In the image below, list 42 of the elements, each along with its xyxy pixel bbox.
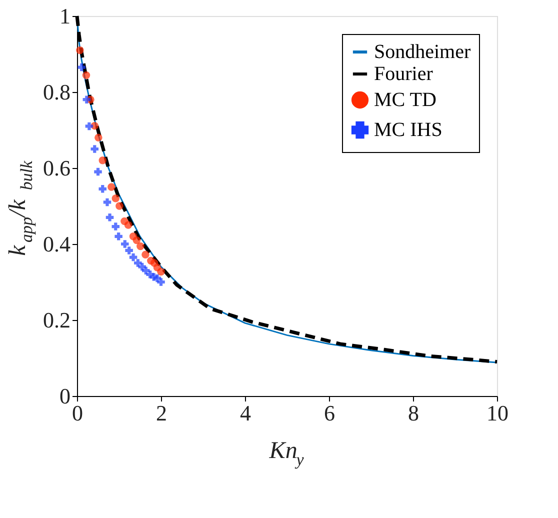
point	[103, 198, 112, 206]
legend-label: Fourier	[374, 63, 434, 85]
legend-label: MC IHS	[374, 119, 442, 141]
x-tick-label: 4	[240, 400, 251, 426]
point	[82, 96, 91, 104]
point	[82, 71, 90, 80]
point	[90, 145, 99, 153]
point	[94, 134, 102, 142]
y-axis-title: kapp/kbulk	[5, 160, 36, 256]
point	[132, 236, 141, 244]
y-tick-label: 0.4	[43, 232, 70, 256]
point	[125, 246, 133, 254]
point	[112, 194, 120, 202]
point	[116, 202, 124, 210]
point	[94, 168, 102, 176]
point	[157, 278, 165, 286]
point	[136, 242, 144, 250]
point	[124, 221, 132, 229]
point	[142, 250, 150, 259]
point	[129, 253, 138, 262]
x-tick-label: 10	[486, 400, 508, 426]
y-tick-label: 1	[60, 4, 70, 28]
point	[98, 156, 106, 164]
legend-label: MC TD	[374, 89, 436, 111]
point	[114, 232, 122, 240]
y-tick-label: 0.2	[43, 308, 70, 332]
point	[112, 222, 120, 230]
point	[98, 185, 106, 193]
y-tick-label: 0.8	[43, 80, 70, 104]
x-tick-label: 2	[156, 400, 167, 426]
point	[78, 63, 86, 72]
y-tick-label: 0	[60, 384, 70, 408]
point	[157, 268, 165, 276]
point	[106, 214, 114, 222]
point	[108, 183, 116, 191]
point	[85, 122, 94, 130]
legend-label: Sondheimer	[374, 41, 471, 63]
x-tick-label: 6	[324, 400, 335, 426]
x-tick-label: 8	[408, 400, 419, 426]
point	[76, 46, 84, 54]
y-tick-label: 0.6	[43, 156, 70, 180]
point	[121, 240, 129, 248]
